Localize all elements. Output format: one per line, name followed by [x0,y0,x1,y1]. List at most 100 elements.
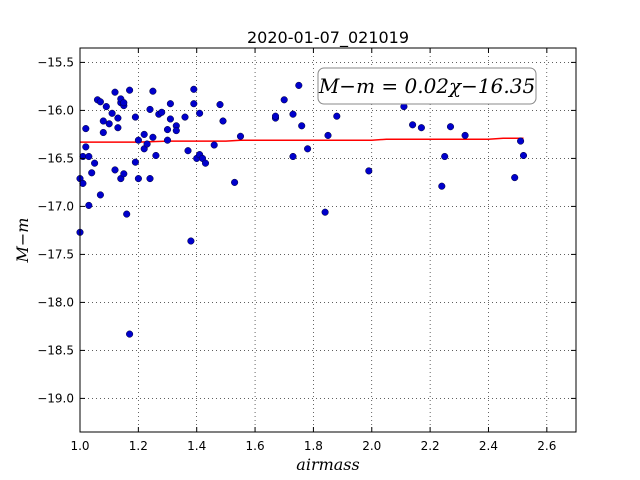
y-axis-label: M−m [13,218,32,264]
x-tick-label: 2.4 [479,439,498,453]
x-tick-label: 1.4 [187,439,206,453]
data-point [105,120,113,128]
y-tick-label: −17.0 [37,199,74,213]
data-point [85,152,93,161]
data-point [131,113,139,121]
data-point [91,159,99,167]
data-point [321,208,329,216]
data-point [152,151,160,160]
data-point [146,175,154,183]
data-point [126,86,134,94]
data-point [123,210,131,218]
chart-title: 2020-01-07_021019 [247,28,409,48]
x-tick-label: 2.6 [537,439,556,453]
x-tick-label: 1.8 [304,439,323,453]
data-point [236,132,245,140]
data-point [201,159,210,167]
data-point [517,137,525,145]
data-point [190,85,198,93]
data-point [146,105,154,113]
x-tick-label: 1.0 [70,439,89,453]
y-axis: −15.5 −16.0 −16.5 −17.0 −17.5 −18.0 −18.5 −19.0 [37,55,576,405]
data-point [219,117,227,125]
data-point [120,99,128,107]
x-axis: 1.0 1.2 1.4 1.6 1.8 2.0 2.2 2.4 2.6 [70,48,556,453]
plot-frame [79,47,577,433]
data-point [216,101,224,109]
data-point [166,115,174,123]
data-points [76,81,528,338]
x-tick-label: 1.6 [246,439,265,453]
data-point [365,167,373,175]
data-point [158,108,166,116]
data-point [190,100,198,108]
data-point [126,330,134,338]
data-point [289,152,297,161]
data-point [149,133,157,141]
y-tick-label: −18.5 [37,343,74,357]
data-point [461,131,469,139]
fit-line [80,137,524,143]
grid [79,48,576,432]
data-point [96,191,104,199]
x-tick-label: 2.0 [362,439,381,453]
data-point [149,87,157,95]
data-point [333,112,341,120]
data-point [184,147,192,155]
data-point [210,141,218,149]
data-point [88,169,96,177]
data-point [82,143,90,151]
annotation-frame [317,67,537,105]
y-tick-label: −19.0 [37,391,74,405]
fit-equation: M−m = 0.02χ−16.35 [318,74,535,98]
fit-line-group [80,137,524,143]
y-tick-label: −17.5 [37,247,74,261]
data-point [181,113,189,121]
data-point [511,174,519,182]
data-point [96,98,104,106]
data-point [134,136,142,144]
data-point [446,123,455,131]
data-point [519,151,528,160]
data-point [111,166,119,174]
y-tick-label: −16.0 [37,103,74,117]
data-point [166,100,174,108]
data-point [134,175,142,183]
data-point [304,145,312,153]
y-tick-label: −18.0 [37,295,74,309]
data-point [120,170,128,178]
data-point [140,130,148,138]
annotation-box: M−m = 0.02χ−16.35 [317,67,537,105]
data-point [143,140,151,148]
data-point [187,237,195,245]
data-point [324,131,332,139]
data-point [99,128,107,137]
data-point [172,127,180,135]
data-point [99,117,107,125]
data-point [79,179,87,187]
y-tick-label: −15.5 [37,55,74,69]
data-point [82,125,90,133]
data-point [85,201,93,209]
data-point [114,124,122,132]
data-point [108,109,116,117]
x-tick-label: 2.2 [421,439,440,453]
data-point [111,88,119,96]
data-point [417,124,425,132]
data-point [102,103,110,111]
data-point [271,112,280,120]
data-point [298,122,306,130]
data-point [280,96,288,104]
data-point [441,152,449,161]
data-point [231,178,239,186]
data-point [409,121,417,129]
data-point [114,114,122,122]
data-point [438,182,446,190]
data-point [163,126,172,134]
data-point [163,136,172,144]
data-point [295,81,303,89]
x-tick-label: 1.2 [129,439,148,453]
data-point [131,158,139,166]
y-tick-label: −16.5 [37,151,74,165]
